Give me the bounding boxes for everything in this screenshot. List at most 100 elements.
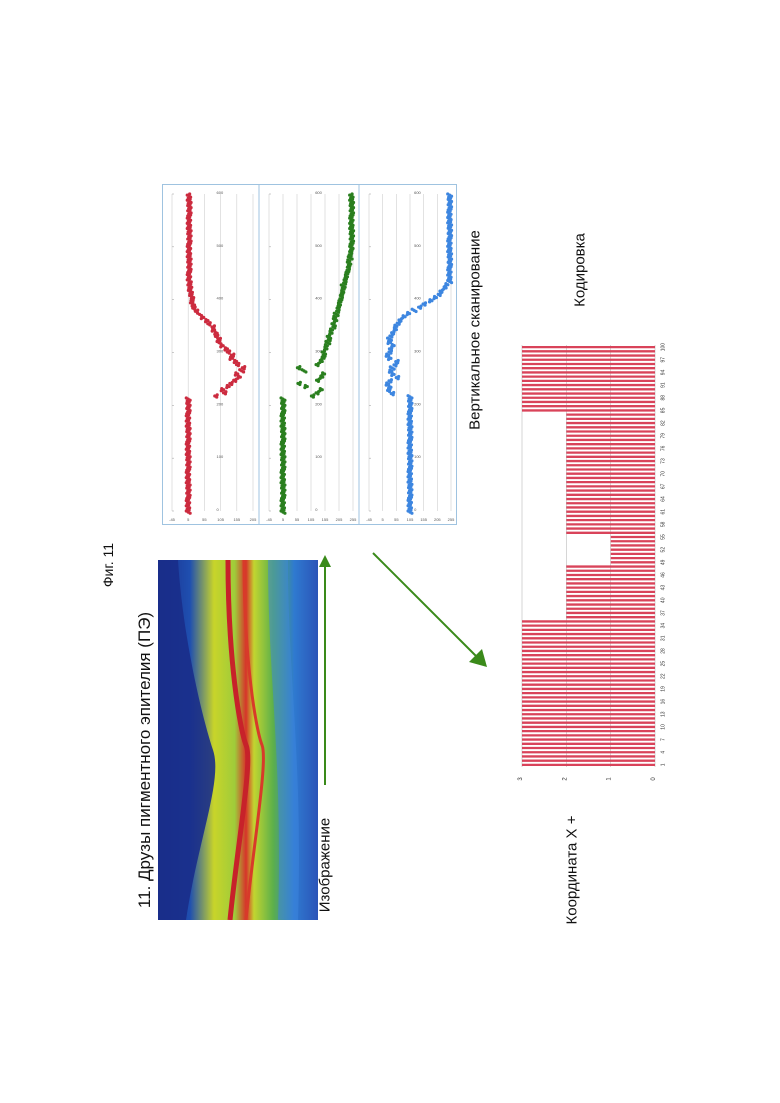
scan-point <box>320 358 323 361</box>
scan-point <box>188 195 191 198</box>
scan-point <box>344 279 347 282</box>
scan-point <box>185 471 188 474</box>
scan-point <box>234 374 237 377</box>
scan-point <box>279 471 282 474</box>
scan-point <box>220 389 223 392</box>
scan-point <box>319 377 322 380</box>
scan-point <box>349 204 352 207</box>
scan-point <box>350 195 353 198</box>
scan-point <box>186 273 189 276</box>
scan-y-tick: 55 <box>202 517 207 522</box>
scan-y-tick: -45 <box>169 517 176 522</box>
scan-y-tick: 55 <box>394 517 399 522</box>
scan-point <box>407 473 410 476</box>
scan-point <box>385 384 388 387</box>
scan-point <box>407 502 410 505</box>
scan-point <box>408 476 411 479</box>
scan-point <box>432 297 435 300</box>
encoding-x-tick: 97 <box>661 357 667 363</box>
scan-x-tick: 600 <box>217 190 224 195</box>
scan-point <box>321 374 324 377</box>
scan-point <box>409 422 412 425</box>
scan-point <box>234 380 237 383</box>
scan-point <box>328 330 331 333</box>
scan-point <box>185 499 188 502</box>
scan-point <box>348 217 351 220</box>
scan-point <box>410 512 413 515</box>
encoding-y-tick: 1 <box>607 777 613 781</box>
scan-point <box>189 427 192 430</box>
encoding-x-tick: 49 <box>661 559 667 565</box>
scan-point <box>280 446 283 449</box>
scan-point <box>447 214 450 217</box>
scan-y-tick: -45 <box>366 517 373 522</box>
scan-point <box>190 295 193 298</box>
scan-point <box>410 396 413 399</box>
scan-point <box>448 275 451 278</box>
scan-point <box>449 249 452 252</box>
scan-point <box>316 364 319 367</box>
encoding-x-tick: 10 <box>661 724 667 730</box>
scan-point <box>280 402 283 405</box>
encoding-x-tick: 55 <box>661 534 667 540</box>
scan-point <box>282 452 285 455</box>
scan-point <box>187 289 190 292</box>
figure-number: Фиг. 11 <box>100 543 116 587</box>
scan-point <box>281 477 284 480</box>
scan-point <box>187 465 190 468</box>
scan-point <box>448 230 451 233</box>
scan-point <box>232 355 235 358</box>
scan-point <box>439 294 442 297</box>
scan-point <box>323 355 326 358</box>
scan-point <box>333 326 336 329</box>
scan-point <box>185 443 188 446</box>
scan-point <box>186 405 189 408</box>
scan-point <box>332 317 335 320</box>
scan-point <box>350 207 353 210</box>
scan-point <box>350 223 353 226</box>
scan-point <box>196 311 199 314</box>
scan-point <box>211 330 214 333</box>
scan-point <box>282 408 285 411</box>
scan-point <box>449 262 452 265</box>
scan-point <box>449 204 452 207</box>
scan-point <box>188 496 191 499</box>
encoding-x-tick: 1 <box>661 763 667 766</box>
scan-point <box>188 279 191 282</box>
scan-point <box>407 444 410 447</box>
scan-point <box>450 252 453 255</box>
scan-point <box>283 455 286 458</box>
oct-scan-image <box>158 560 318 920</box>
scan-point <box>399 319 402 322</box>
scan-point <box>329 339 332 342</box>
scan-point <box>408 432 411 435</box>
scan-point <box>446 211 449 214</box>
scan-point <box>208 323 211 326</box>
scan-point <box>189 282 192 285</box>
scan-point <box>186 502 189 505</box>
scan-point <box>328 336 331 339</box>
scan-point <box>448 259 451 262</box>
encoding-x-tick: 52 <box>661 547 667 553</box>
scan-point <box>344 282 347 285</box>
scan-point <box>407 486 410 489</box>
scan-point <box>188 411 191 414</box>
scan-point <box>387 387 390 390</box>
scan-point <box>409 464 412 467</box>
scan-point <box>187 235 190 238</box>
scan-x-tick: 500 <box>315 243 322 248</box>
scan-point <box>409 406 412 409</box>
scan-point <box>224 392 227 395</box>
encoding-x-tick: 16 <box>661 699 667 705</box>
scan-point <box>442 287 445 290</box>
scan-point <box>388 390 391 393</box>
scan-point <box>448 201 451 204</box>
scan-point <box>349 248 352 251</box>
scan-point <box>410 467 413 470</box>
scan-point <box>312 395 315 398</box>
scan-point <box>281 505 284 508</box>
scan-point <box>187 220 190 223</box>
scan-point <box>351 226 354 229</box>
scan-point <box>406 441 409 444</box>
scan-point <box>281 405 284 408</box>
